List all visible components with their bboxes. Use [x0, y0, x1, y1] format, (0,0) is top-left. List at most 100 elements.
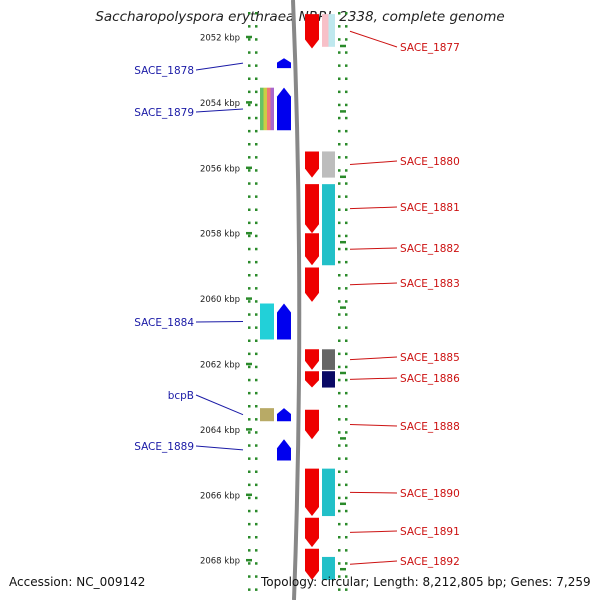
tick-dot — [255, 51, 258, 54]
tick-dot — [255, 365, 258, 369]
gene-arrows[interactable] — [277, 14, 319, 580]
gene-label-left[interactable]: SACE_1889 — [134, 441, 194, 453]
tick-dot — [255, 90, 258, 94]
tick-dot — [248, 116, 251, 120]
label-leader — [349, 530, 398, 533]
tick-dot — [255, 536, 258, 539]
tick-dot — [338, 418, 341, 421]
tick-dot — [248, 156, 251, 159]
tick-dot — [345, 143, 348, 146]
tick-dot — [338, 562, 341, 565]
tick-dot — [338, 313, 341, 316]
tick-dot — [338, 260, 341, 264]
tick-dot — [255, 313, 258, 316]
tick-dot — [248, 588, 251, 591]
tick-dot — [255, 77, 258, 80]
gene-label-left[interactable]: SACE_1884 — [134, 317, 194, 329]
ruler-label: 2054 kbp — [200, 99, 240, 109]
tick-dot — [255, 195, 258, 198]
tick-dot — [345, 12, 348, 15]
gene-arrow-forward — [305, 371, 319, 388]
genome-backbone — [291, 0, 302, 600]
tick-dot — [345, 234, 348, 238]
tick-dot — [248, 562, 251, 565]
ruler-label: 2068 kbp — [200, 557, 240, 567]
gene-label-right[interactable]: SACE_1885 — [400, 352, 460, 364]
cog-block — [328, 14, 335, 47]
gene-arrow-reverse — [277, 87, 291, 131]
gene-label-left[interactable]: SACE_1879 — [134, 107, 194, 119]
tick-dot — [255, 339, 258, 342]
tick-dot — [248, 522, 251, 526]
tick-dot — [248, 25, 251, 28]
gene-label-right[interactable]: SACE_1877 — [400, 42, 460, 54]
tick-dot — [338, 575, 341, 578]
label-leader — [195, 320, 244, 323]
gene-arrow-forward — [305, 517, 319, 548]
label-leader — [349, 160, 398, 166]
label-leader — [195, 62, 244, 71]
gene-label-left[interactable]: bcpB — [168, 390, 194, 402]
tick-dot — [338, 509, 341, 513]
tick-dot — [338, 378, 341, 382]
tick-dot — [338, 391, 341, 395]
gene-arrow-forward — [305, 349, 319, 370]
tick-dot — [345, 90, 348, 94]
tick-dot — [248, 234, 251, 238]
cog-block — [322, 14, 329, 47]
gene-label-right[interactable]: SACE_1886 — [400, 373, 460, 385]
label-leader — [349, 247, 398, 250]
tick-dot — [345, 496, 348, 500]
tick-dot — [345, 352, 348, 356]
gene-label-right[interactable]: SACE_1882 — [400, 243, 460, 255]
tick-dot — [248, 221, 251, 225]
tick-dot — [338, 129, 341, 133]
tick-dot — [338, 247, 341, 251]
tick-dot — [338, 195, 341, 198]
tick-dot — [248, 444, 251, 447]
tick-dot — [248, 38, 251, 41]
tick-dot — [255, 391, 258, 395]
gene-label-right[interactable]: SACE_1880 — [400, 156, 460, 168]
tick-dot — [345, 77, 348, 80]
gene-label-right[interactable]: SACE_1891 — [400, 526, 460, 538]
tick-dot — [255, 405, 258, 408]
tick-dot — [345, 470, 348, 473]
gene-arrow-forward — [305, 233, 319, 266]
tick-dot — [338, 326, 341, 329]
gene-labels[interactable]: SACE_1878 SACE_1879 SACE_1884 bcpB SACE_1889… — [134, 30, 460, 568]
tick-dot — [255, 483, 258, 487]
tick-dot — [345, 391, 348, 395]
gene-label-right[interactable]: SACE_1890 — [400, 488, 460, 500]
tick-dot — [345, 64, 348, 67]
tick-dot — [345, 247, 348, 251]
tick-dot — [338, 103, 341, 107]
gene-label-right[interactable]: SACE_1888 — [400, 421, 460, 433]
tick-dot — [248, 496, 251, 500]
tick-dot — [345, 483, 348, 487]
tick-dot — [338, 470, 341, 473]
tick-dot — [248, 352, 251, 356]
ruler-label: 2056 kbp — [200, 164, 240, 174]
tick-dot — [248, 326, 251, 329]
tick-dot — [345, 326, 348, 329]
gene-label-right[interactable]: SACE_1883 — [400, 278, 460, 290]
tick-dot — [248, 129, 251, 133]
tick-dot — [248, 509, 251, 513]
gene-label-right[interactable]: SACE_1892 — [400, 556, 460, 568]
tick-dot — [248, 431, 251, 434]
tick-dot — [248, 260, 251, 264]
tick-dot — [255, 274, 258, 277]
tick-dot — [345, 549, 348, 552]
tick-dot — [345, 457, 348, 460]
ruler-label: 2058 kbp — [200, 230, 240, 240]
gene-label-right[interactable]: SACE_1881 — [400, 202, 460, 214]
tick-dot — [345, 182, 348, 185]
tick-dot — [255, 575, 258, 578]
tick-dot — [338, 143, 341, 146]
tick-dot — [345, 103, 348, 107]
gene-label-left[interactable]: SACE_1878 — [134, 65, 194, 77]
tick-dot — [338, 182, 341, 185]
tick-dot — [248, 575, 251, 578]
tick-dot — [255, 234, 258, 238]
